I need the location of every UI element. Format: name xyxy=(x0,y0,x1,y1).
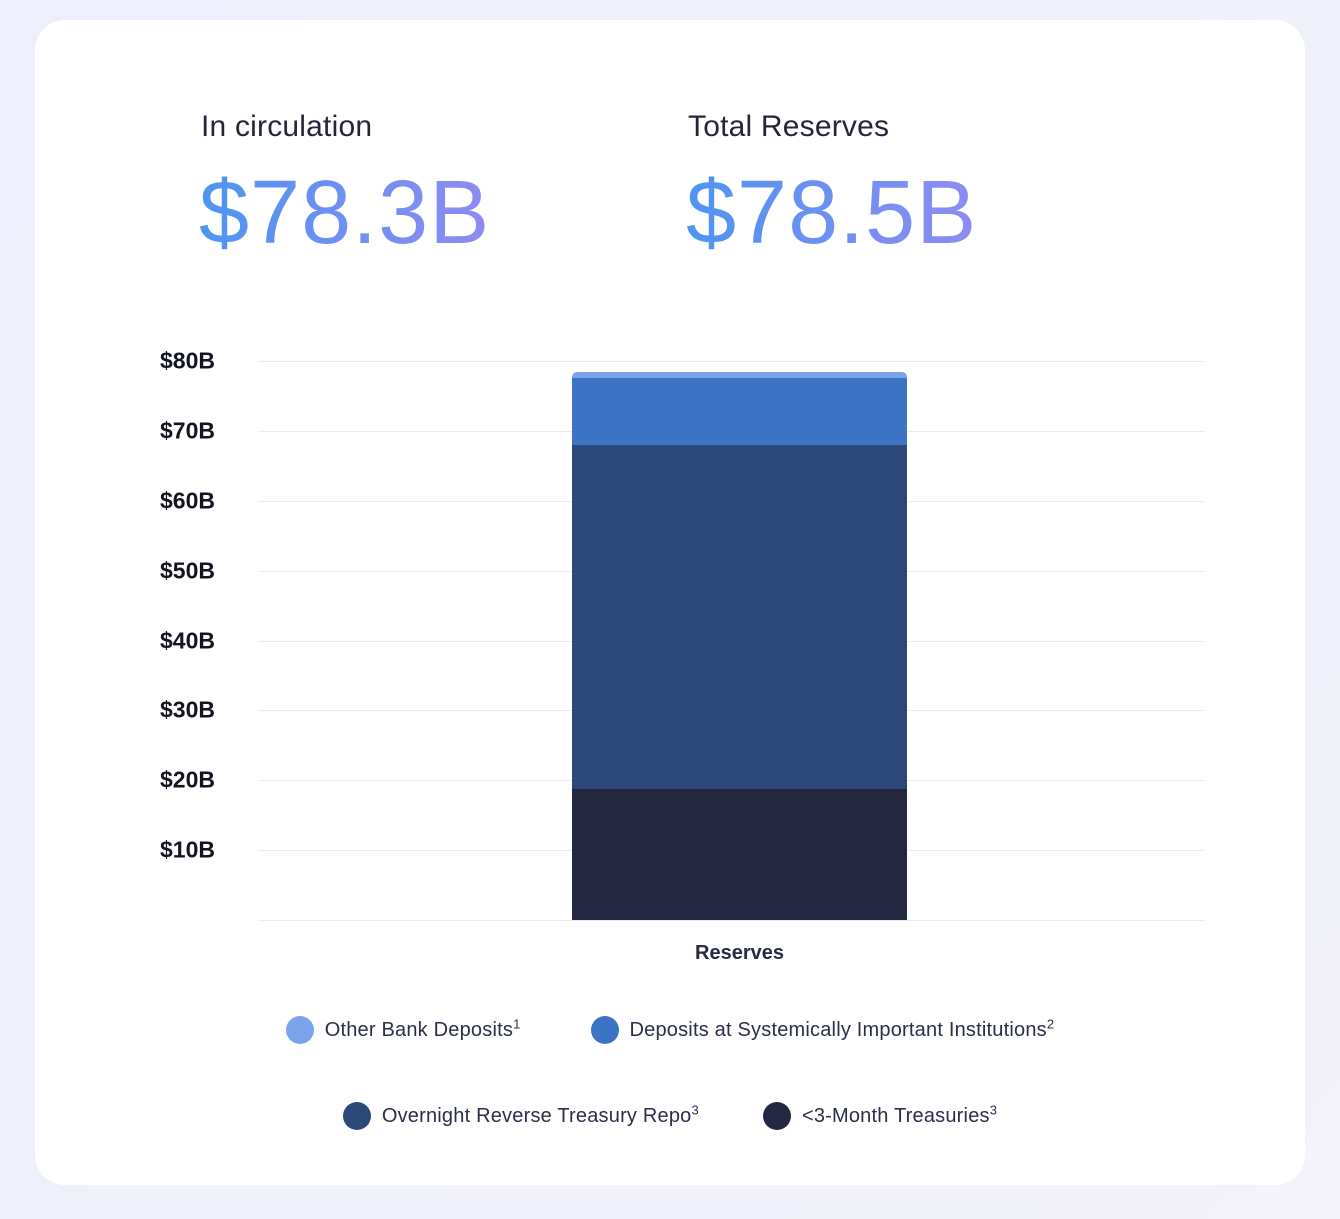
legend-label-overnight-reverse-repo: Overnight Reverse Treasury Repo3 xyxy=(381,1101,699,1127)
y-axis-tick-label: $20B xyxy=(160,766,215,793)
reserves-stacked-bar xyxy=(572,361,907,920)
gridline xyxy=(258,361,1205,362)
legend-dot-other-bank-deposits xyxy=(285,1016,314,1044)
legend-dot-sifi-deposits xyxy=(590,1016,619,1044)
total-reserves-value: $78.5B xyxy=(686,162,977,266)
y-axis-tick-label: $10B xyxy=(160,836,215,863)
legend-item-short-treasuries: <3-Month Treasuries3 xyxy=(762,1101,998,1130)
legend-dot-overnight-reverse-repo xyxy=(342,1102,371,1130)
y-axis-tick-label: $30B xyxy=(160,696,215,723)
legend-item-other-bank-deposits: Other Bank Deposits1 xyxy=(285,1015,521,1044)
bar-segment-sifi-deposits[interactable] xyxy=(572,377,907,445)
y-axis-tick-label: $80B xyxy=(160,347,215,374)
y-axis-tick-label: $60B xyxy=(160,487,215,514)
reserves-card: In circulation $78.3B Total Reserves $78… xyxy=(35,20,1305,1185)
legend-item-overnight-reverse-repo: Overnight Reverse Treasury Repo3 xyxy=(342,1101,699,1130)
plot-area: Reserves $80B $70B $60B $50B $40B $30B $20B $10… xyxy=(160,348,1205,964)
legend-dot-short-treasuries xyxy=(762,1102,791,1130)
in-circulation-label: In circulation xyxy=(201,110,373,143)
y-axis-tick-label: $40B xyxy=(160,627,215,653)
bar-segment-overnight-reverse-repo[interactable] xyxy=(572,444,907,790)
legend-label-short-treasuries: <3-Month Treasuries3 xyxy=(801,1101,998,1127)
in-circulation-value: $78.3B xyxy=(199,162,490,266)
total-reserves-label: Total Reserves xyxy=(688,110,890,143)
x-axis-label: Reserves xyxy=(695,942,785,964)
bar-segment-other-bank-deposits[interactable] xyxy=(572,371,907,378)
legend-label-other-bank-deposits: Other Bank Deposits1 xyxy=(324,1015,521,1041)
legend-label-sifi-deposits: Deposits at Systemically Important Insti… xyxy=(629,1015,1055,1041)
legend-row-2: Overnight Reverse Treasury Repo3 <3-Mont… xyxy=(35,1102,1305,1130)
bar-segment-short-treasuries[interactable] xyxy=(572,789,907,920)
y-axis-tick-label: $70B xyxy=(160,417,215,444)
legend-row-1: Other Bank Deposits1 Deposits at Systemi… xyxy=(35,1016,1305,1044)
gridline xyxy=(258,920,1205,921)
legend-item-sifi-deposits: Deposits at Systemically Important Insti… xyxy=(590,1015,1055,1044)
y-axis-tick-label: $50B xyxy=(160,557,215,584)
